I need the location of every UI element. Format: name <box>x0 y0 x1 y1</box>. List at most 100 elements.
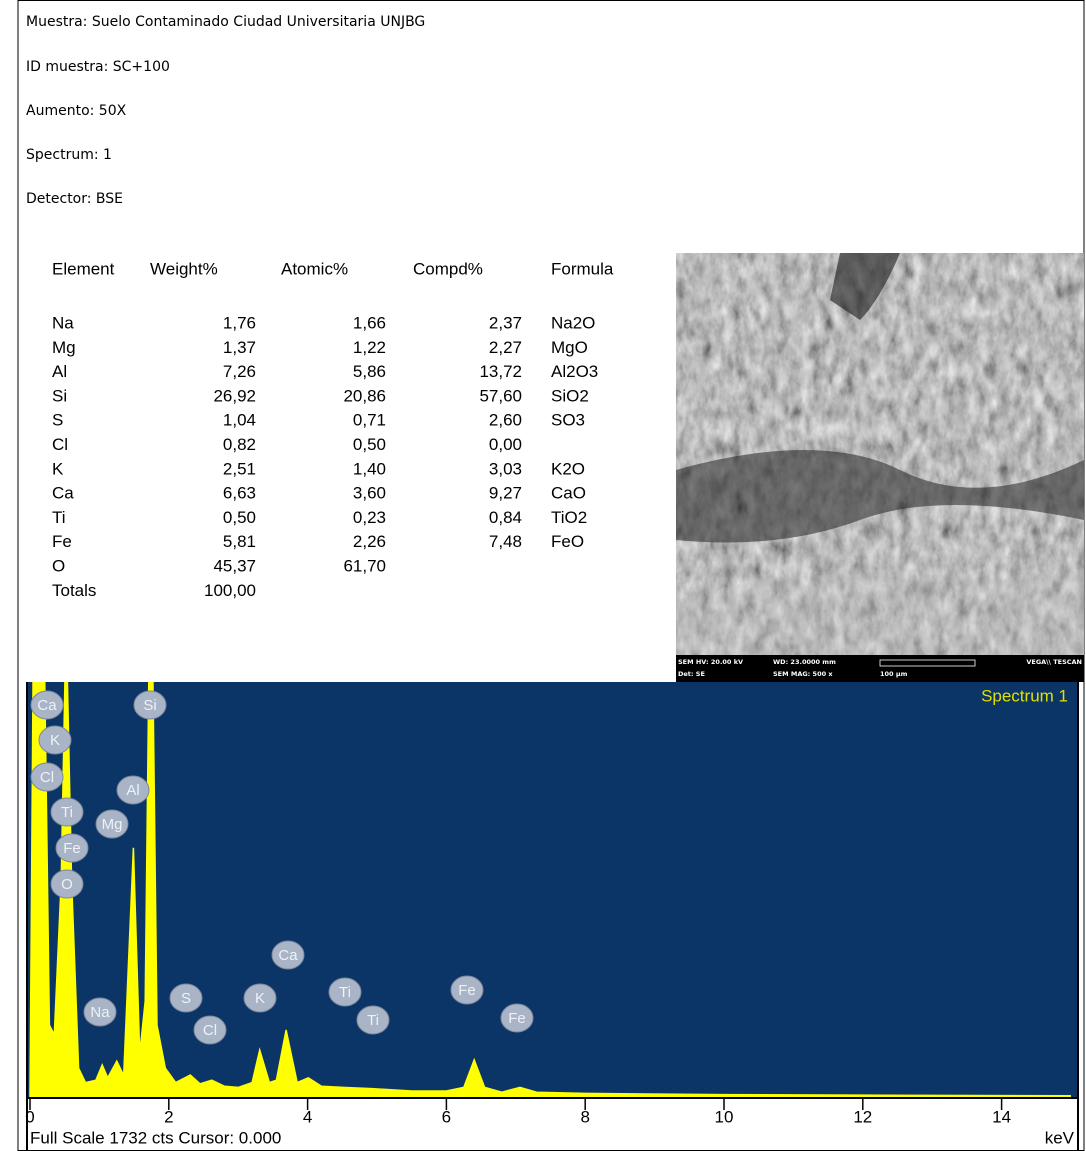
peak-label: S <box>181 990 191 1007</box>
table-cell: 3,60 <box>353 484 386 503</box>
table-cell: MgO <box>551 338 588 357</box>
table-cell: 1,22 <box>353 338 386 357</box>
table-cell: SO3 <box>551 411 585 430</box>
column-header: Atomic% <box>281 259 348 278</box>
column-header: Weight% <box>150 259 218 278</box>
document: Spectrum 1 Full Scale 1732 cts Cursor: 0… <box>0 0 1086 1151</box>
spectrum-footer: Full Scale 1732 cts Cursor: 0.000 <box>30 1128 281 1147</box>
peak-label: O <box>61 876 73 893</box>
peak-label: Ca <box>278 947 298 964</box>
sem-footer-text: 100 µm <box>880 670 908 678</box>
table-cell: Fe <box>52 532 72 551</box>
x-tick-label: 0 <box>25 1107 34 1126</box>
sem-footer-text: VEGA\\ TESCAN <box>1026 658 1082 666</box>
sem-image <box>676 253 1084 682</box>
table-cell: S <box>52 411 63 430</box>
column-header: Compd% <box>413 259 483 278</box>
table-cell: 3,03 <box>489 459 522 478</box>
table-cell: 6,63 <box>223 484 256 503</box>
table-cell: 7,26 <box>223 362 256 381</box>
table-cell: 2,60 <box>489 411 522 430</box>
column-header: Element <box>52 259 115 278</box>
table-cell: 61,70 <box>343 556 386 575</box>
x-tick-label: 2 <box>164 1107 173 1126</box>
table-cell: 1,76 <box>223 313 256 332</box>
table-cell: Ti <box>52 508 66 527</box>
peak-label: Ti <box>61 804 73 821</box>
table-cell: SiO2 <box>551 386 589 405</box>
table-cell: 9,27 <box>489 484 522 503</box>
peak-label: Al <box>126 782 139 799</box>
table-cell: 57,60 <box>479 386 522 405</box>
table-cell: 2,51 <box>223 459 256 478</box>
x-tick-label: 14 <box>992 1107 1011 1126</box>
table-cell: 0,50 <box>353 435 386 454</box>
peak-label: Cl <box>40 769 54 786</box>
peak-label: Si <box>143 697 156 714</box>
peak-label: Fe <box>63 840 81 857</box>
x-tick-label: 10 <box>715 1107 734 1126</box>
header-line: Detector: BSE <box>26 191 123 207</box>
peak-label: K <box>50 732 60 749</box>
x-tick-label: 8 <box>580 1107 589 1126</box>
table-cell: 2,26 <box>353 532 386 551</box>
column-header: Formula <box>551 259 614 278</box>
table-cell: CaO <box>551 484 586 503</box>
table-cell: Na2O <box>551 313 595 332</box>
table-cell: Si <box>52 386 67 405</box>
table-cell: 1,37 <box>223 338 256 357</box>
table-cell: Mg <box>52 338 76 357</box>
sem-footer-text: SEM HV: 20.00 kV <box>678 658 743 666</box>
table-cell: Al <box>52 362 67 381</box>
table-cell: TiO2 <box>551 508 587 527</box>
peak-label: Cl <box>203 1022 217 1039</box>
table-cell: 7,48 <box>489 532 522 551</box>
table-cell: 1,40 <box>353 459 386 478</box>
table-cell: 0,23 <box>353 508 386 527</box>
table-cell: K <box>52 459 64 478</box>
table-cell: Al2O3 <box>551 362 598 381</box>
table-cell: 5,86 <box>353 362 386 381</box>
table-cell: 1,04 <box>223 411 256 430</box>
table-cell: 1,66 <box>353 313 386 332</box>
page: Spectrum 1 Full Scale 1732 cts Cursor: 0… <box>0 0 1086 1151</box>
table-cell: O <box>52 556 65 575</box>
header-line: Spectrum: 1 <box>26 147 112 163</box>
table-cell: 2,27 <box>489 338 522 357</box>
table-cell: 0,00 <box>489 435 522 454</box>
table-cell: Cl <box>52 435 68 454</box>
table-cell: 2,37 <box>489 313 522 332</box>
spectrum-title: Spectrum 1 <box>981 686 1068 705</box>
header-line: Aumento: 50X <box>26 103 127 119</box>
peak-label: Fe <box>508 1010 526 1027</box>
header-line: Muestra: Suelo Contaminado Ciudad Univer… <box>26 14 425 30</box>
peak-label: Mg <box>102 816 123 833</box>
peak-label: Fe <box>458 982 476 999</box>
spectrum-background <box>27 682 1078 1098</box>
x-tick-label: 6 <box>442 1107 451 1126</box>
table-cell: 0,84 <box>489 508 522 527</box>
sem-footer-text: Det: SE <box>678 670 705 678</box>
table-cell: K2O <box>551 459 585 478</box>
table-cell: 13,72 <box>479 362 522 381</box>
peak-label: K <box>255 990 265 1007</box>
table-cell: FeO <box>551 532 584 551</box>
table-cell: 45,37 <box>213 556 256 575</box>
table-cell: 20,86 <box>343 386 386 405</box>
table-cell: Totals <box>52 581 96 600</box>
table-cell: Na <box>52 313 74 332</box>
table-cell: 0,50 <box>223 508 256 527</box>
table-cell: 5,81 <box>223 532 256 551</box>
peak-label: Ca <box>37 697 57 714</box>
peak-label: Ti <box>367 1012 379 1029</box>
table-cell: 26,92 <box>213 386 256 405</box>
header-line: ID muestra: SC+100 <box>26 59 170 75</box>
peak-label: Ti <box>339 984 351 1001</box>
sem-footer-text: WD: 23.0000 mm <box>773 658 836 666</box>
sem-footer-text: SEM MAG: 500 x <box>773 670 833 678</box>
table-cell: Ca <box>52 484 74 503</box>
table-cell: 0,82 <box>223 435 256 454</box>
table-cell: 0,71 <box>353 411 386 430</box>
x-unit: keV <box>1045 1128 1075 1147</box>
x-tick-label: 12 <box>853 1107 872 1126</box>
